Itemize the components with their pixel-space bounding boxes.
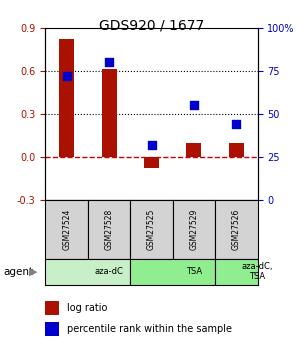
Text: ▶: ▶ — [29, 267, 37, 276]
Bar — [45, 301, 59, 315]
Point — [191, 102, 196, 108]
Bar — [102, 69, 116, 157]
Text: GDS920 / 1677: GDS920 / 1677 — [99, 19, 204, 33]
FancyBboxPatch shape — [130, 259, 215, 285]
Bar — [229, 142, 244, 157]
Point — [107, 59, 112, 65]
FancyBboxPatch shape — [88, 200, 130, 259]
Text: GSM27529: GSM27529 — [189, 209, 198, 250]
FancyBboxPatch shape — [215, 200, 258, 259]
Text: GSM27528: GSM27528 — [105, 209, 114, 250]
Bar — [144, 157, 159, 168]
Text: GSM27524: GSM27524 — [62, 209, 71, 250]
FancyBboxPatch shape — [215, 259, 258, 285]
Text: GSM27526: GSM27526 — [232, 209, 241, 250]
Text: aza-dC: aza-dC — [95, 267, 124, 276]
FancyBboxPatch shape — [45, 259, 130, 285]
Point — [234, 121, 239, 127]
Bar — [59, 39, 74, 157]
FancyBboxPatch shape — [45, 200, 88, 259]
Text: agent: agent — [3, 267, 33, 276]
Point — [149, 142, 154, 148]
Text: log ratio: log ratio — [67, 303, 108, 313]
Text: GSM27525: GSM27525 — [147, 209, 156, 250]
Text: TSA: TSA — [186, 267, 202, 276]
FancyBboxPatch shape — [173, 200, 215, 259]
Text: aza-dC,
TSA: aza-dC, TSA — [242, 262, 273, 282]
Bar — [45, 322, 59, 336]
Point — [64, 73, 69, 79]
FancyBboxPatch shape — [130, 200, 173, 259]
Bar — [187, 142, 201, 157]
Text: percentile rank within the sample: percentile rank within the sample — [67, 324, 232, 334]
